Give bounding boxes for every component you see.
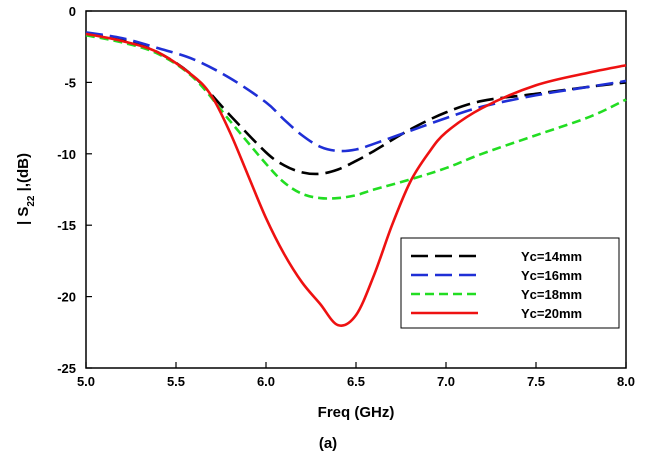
x-tick-label: 6.5: [347, 374, 365, 389]
figure-caption: (a): [319, 435, 337, 452]
y-axis-title-main: | S: [15, 207, 32, 225]
x-tick-label: 5.0: [77, 374, 95, 389]
y-tick-label: -20: [57, 290, 76, 305]
series-line-2: [85, 31, 627, 153]
x-tick-label: 8.0: [617, 374, 635, 389]
series-line-4: [85, 32, 627, 327]
legend-label: Yc=18mm: [521, 287, 582, 302]
x-axis-title: Freq (GHz): [318, 404, 395, 421]
y-tick-label: -25: [57, 361, 76, 376]
x-tick-label: 7.0: [437, 374, 455, 389]
series-line-1: [85, 32, 627, 176]
y-tick-label: -5: [64, 75, 76, 90]
legend-items: Yc=14mm Yc=16mm Yc=18mm Yc=20mm: [411, 249, 582, 321]
y-axis-title-tail: |,(dB): [15, 153, 32, 196]
x-tick-label: 7.5: [527, 374, 545, 389]
legend-label: Yc=16mm: [521, 268, 582, 283]
legend-label: Yc=20mm: [521, 306, 582, 321]
y-tick-label: -15: [57, 218, 76, 233]
y-tick-label: -10: [57, 147, 76, 162]
legend-label: Yc=14mm: [521, 249, 582, 264]
y-axis-title-sub: 22: [26, 195, 37, 207]
x-tick-label: 5.5: [167, 374, 185, 389]
axis-ticks: 5.0 5.5 6.0 6.5 7.0 7.5 8.0 0 -5 -10 -15 -20 -25: [57, 4, 635, 389]
y-axis-title: | S22 |,(dB): [15, 153, 37, 225]
series-layer: [85, 31, 627, 327]
y-tick-label: 0: [69, 4, 76, 19]
series-line-3: [85, 34, 627, 200]
legend: Yc=14mm Yc=16mm Yc=18mm Yc=20mm: [400, 237, 620, 329]
x-tick-label: 6.0: [257, 374, 275, 389]
legend-box: [400, 237, 620, 329]
